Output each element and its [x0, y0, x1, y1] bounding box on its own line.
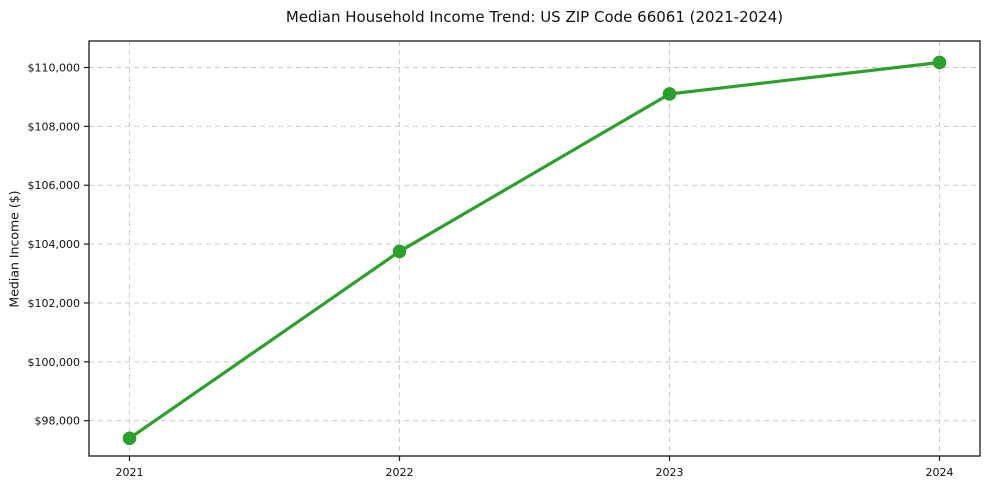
x-tick-label: 2021 [116, 466, 144, 479]
x-tick-label: 2024 [926, 466, 954, 479]
x-tick-label: 2023 [656, 466, 684, 479]
data-point-marker [122, 431, 137, 446]
y-tick-label: $106,000 [28, 179, 81, 192]
y-tick-label: $98,000 [35, 415, 81, 428]
y-tick-label: $104,000 [28, 238, 81, 251]
y-tick-label: $108,000 [28, 120, 81, 133]
y-tick-label: $100,000 [28, 356, 81, 369]
x-tick-label: 2022 [386, 466, 414, 479]
data-point-marker [662, 87, 677, 101]
data-point-marker [392, 244, 407, 259]
y-tick-label: $102,000 [28, 297, 81, 310]
plot-border [88, 40, 981, 457]
data-point-marker [932, 55, 947, 70]
trend-line [127, 60, 942, 440]
y-tick-label: $110,000 [28, 61, 81, 74]
chart-title: Median Household Income Trend: US ZIP Co… [285, 8, 784, 26]
